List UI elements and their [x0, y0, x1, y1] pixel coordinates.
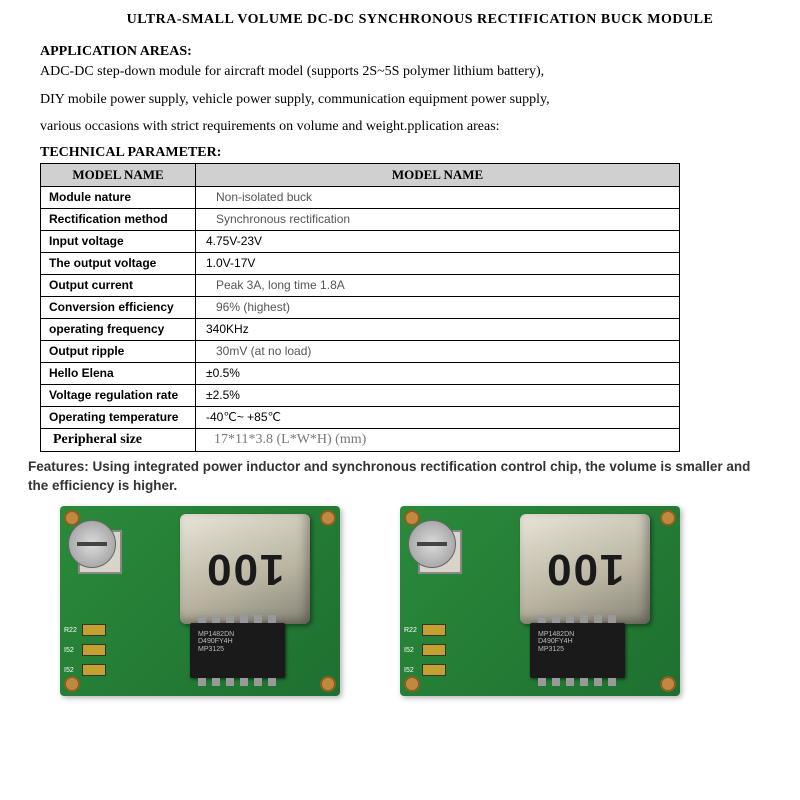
- mounting-hole: [404, 676, 420, 692]
- technical-heading: TECHNICAL PARAMETER:: [40, 145, 780, 161]
- smd-label: I52: [64, 647, 74, 654]
- col-header-2: MODEL NAME: [196, 163, 680, 186]
- smd-component: [422, 664, 446, 676]
- boards-row: 100 MP1482DN D490FY4H MP3125 R22 I52 I52…: [60, 506, 780, 696]
- pcb-module-2: 100 MP1482DN D490FY4H MP3125 R22 I52 I52: [400, 506, 680, 696]
- smd-component: [82, 624, 106, 636]
- table-row: Voltage regulation rate±2.5%: [41, 384, 680, 406]
- spec-label: Hello Elena: [41, 362, 196, 384]
- table-row: operating frequency340KHz: [41, 318, 680, 340]
- ic-chip: MP1482DN D490FY4H MP3125: [530, 623, 625, 678]
- spec-value: ±0.5%: [196, 362, 680, 384]
- potentiometer: [74, 524, 128, 578]
- spec-value: 1.0V-17V: [196, 252, 680, 274]
- spec-value: 340KHz: [196, 318, 680, 340]
- table-row: Input voltage4.75V-23V: [41, 230, 680, 252]
- smd-label: I52: [404, 667, 414, 674]
- spec-label: Module nature: [41, 186, 196, 208]
- spec-label: Output current: [41, 274, 196, 296]
- smd-label: R22: [64, 627, 77, 634]
- spec-value: Non-isolated buck: [196, 186, 680, 208]
- smd-label: R22: [404, 627, 417, 634]
- spec-label: The output voltage: [41, 252, 196, 274]
- pcb-module-1: 100 MP1482DN D490FY4H MP3125 R22 I52 I52: [60, 506, 340, 696]
- application-heading: APPLICATION AREAS:: [40, 44, 780, 60]
- smd-component: [82, 644, 106, 656]
- chip-marking: MP1482DN D490FY4H MP3125: [538, 631, 574, 654]
- mounting-hole: [660, 676, 676, 692]
- spec-value: 96% (highest): [196, 296, 680, 318]
- app-text-2: DIY mobile power supply, vehicle power s…: [40, 90, 780, 110]
- inductor: 100: [520, 514, 650, 624]
- features-text: Features: Using integrated power inducto…: [28, 458, 770, 496]
- spec-label: Rectification method: [41, 208, 196, 230]
- table-header-row: MODEL NAME MODEL NAME: [41, 163, 680, 186]
- table-row: Conversion efficiency96% (highest): [41, 296, 680, 318]
- spec-label: Peripheral size: [41, 428, 196, 451]
- table-row: Rectification methodSynchronous rectific…: [41, 208, 680, 230]
- smd-component: [422, 644, 446, 656]
- spec-label: Output ripple: [41, 340, 196, 362]
- app-text-3: various occasions with strict requiremen…: [40, 117, 780, 137]
- spec-label: Operating temperature: [41, 406, 196, 428]
- spec-label: Voltage regulation rate: [41, 384, 196, 406]
- inductor-marking: 100: [205, 544, 284, 594]
- mounting-hole: [320, 510, 336, 526]
- table-row: Hello Elena±0.5%: [41, 362, 680, 384]
- mounting-hole: [660, 510, 676, 526]
- spec-value: -40℃~ +85℃: [196, 406, 680, 428]
- chip-marking: MP1482DN D490FY4H MP3125: [198, 631, 234, 654]
- smd-label: I52: [64, 667, 74, 674]
- table-row: Output currentPeak 3A, long time 1.8A: [41, 274, 680, 296]
- page-title: ULTRA-SMALL VOLUME DC-DC SYNCHRONOUS REC…: [60, 12, 780, 28]
- spec-value: ±2.5%: [196, 384, 680, 406]
- spec-value: 4.75V-23V: [196, 230, 680, 252]
- spec-label: Input voltage: [41, 230, 196, 252]
- table-row: Peripheral size17*11*3.8 (L*W*H) (mm): [41, 428, 680, 451]
- inductor: 100: [180, 514, 310, 624]
- spec-value: 30mV (at no load): [196, 340, 680, 362]
- table-row: Output ripple30mV (at no load): [41, 340, 680, 362]
- table-row: Module natureNon-isolated buck: [41, 186, 680, 208]
- ic-chip: MP1482DN D490FY4H MP3125: [190, 623, 285, 678]
- inductor-marking: 100: [545, 544, 624, 594]
- spec-label: operating frequency: [41, 318, 196, 340]
- spec-table: MODEL NAME MODEL NAME Module natureNon-i…: [40, 163, 680, 452]
- smd-component: [422, 624, 446, 636]
- potentiometer: [414, 524, 468, 578]
- table-row: Operating temperature-40℃~ +85℃: [41, 406, 680, 428]
- spec-label: Conversion efficiency: [41, 296, 196, 318]
- mounting-hole: [64, 676, 80, 692]
- mounting-hole: [320, 676, 336, 692]
- app-text-1: ADC-DC step-down module for aircraft mod…: [40, 62, 780, 82]
- table-row: The output voltage1.0V-17V: [41, 252, 680, 274]
- col-header-1: MODEL NAME: [41, 163, 196, 186]
- spec-value: 17*11*3.8 (L*W*H) (mm): [196, 428, 680, 451]
- spec-value: Synchronous rectification: [196, 208, 680, 230]
- spec-value: Peak 3A, long time 1.8A: [196, 274, 680, 296]
- smd-component: [82, 664, 106, 676]
- smd-label: I52: [404, 647, 414, 654]
